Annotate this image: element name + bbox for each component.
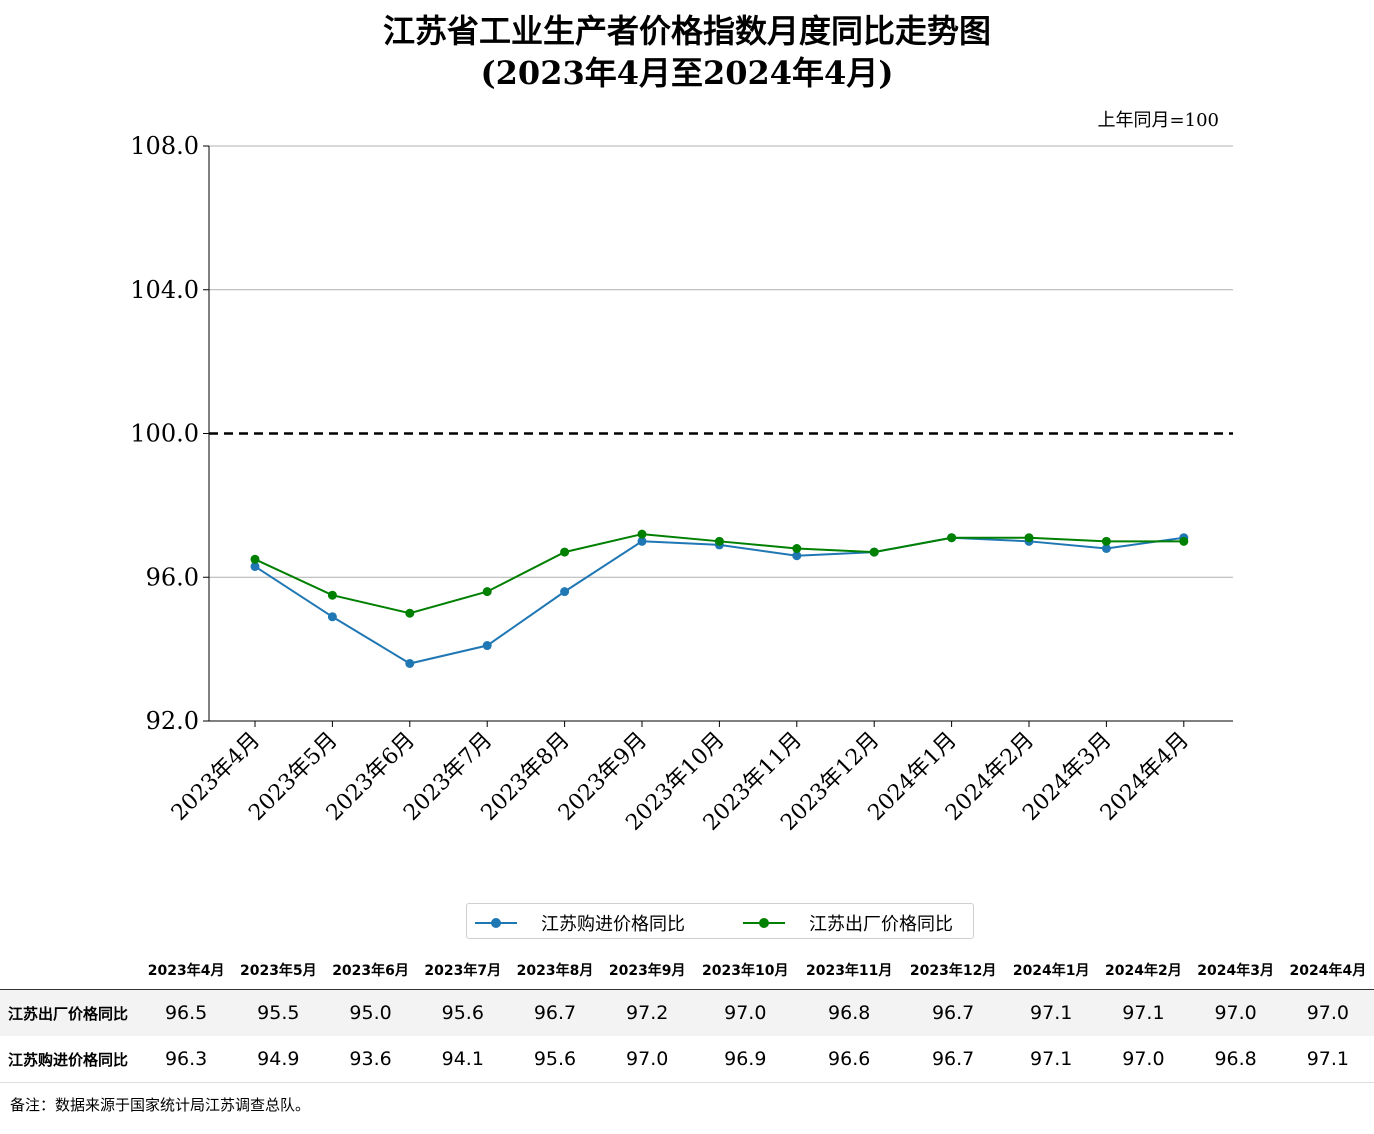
table-header: 2023年4月 <box>140 951 233 990</box>
table-header: 2024年2月 <box>1097 951 1190 990</box>
footnote: 备注：数据来源于国家统计局江苏调查总队。 <box>10 1096 311 1114</box>
data-point-factory <box>1024 533 1034 543</box>
table-row: 江苏购进价格同比 96.3 94.9 93.6 94.1 95.6 97.0 9… <box>0 1036 1374 1083</box>
table-header: 2023年12月 <box>901 951 1006 990</box>
data-table: 2023年4月 2023年5月 2023年6月 2023年7月 2023年8月 … <box>0 951 1374 1083</box>
table-cell: 97.2 <box>601 989 694 1036</box>
table-cell: 96.8 <box>1189 1036 1282 1083</box>
y-tick-label: 104.0 <box>130 276 199 304</box>
chart-subtitle: (2023年4月至2024年4月) <box>480 54 894 92</box>
y-tick-label: 100.0 <box>130 420 199 448</box>
table-cell: 96.8 <box>797 989 902 1036</box>
y-tick-label: 92.0 <box>146 707 199 735</box>
data-point-purchase <box>250 561 260 571</box>
legend-item-purchase: 江苏购进价格同比 <box>473 910 685 936</box>
table-cell: 97.1 <box>1281 1036 1374 1083</box>
table-cell: 93.6 <box>324 1036 417 1083</box>
data-point-purchase <box>1101 544 1111 553</box>
legend-label-factory: 江苏出厂价格同比 <box>809 914 953 935</box>
data-point-purchase <box>327 612 337 622</box>
table-cell: 97.0 <box>1281 989 1374 1036</box>
table-cell: 96.9 <box>693 1036 798 1083</box>
chart-title: 江苏省工业生产者价格指数月度同比走势图 <box>382 12 991 50</box>
table-cell: 97.0 <box>1189 989 1282 1036</box>
table-cell: 96.7 <box>901 1036 1006 1083</box>
table-cell: 96.5 <box>140 989 233 1036</box>
table-cell: 95.6 <box>508 1036 602 1083</box>
y-tick-label: 108.0 <box>130 132 199 160</box>
legend-item-factory: 江苏出厂价格同比 <box>741 910 953 936</box>
table-header: 2023年7月 <box>416 951 509 990</box>
legend-swatch-factory <box>741 915 787 931</box>
series-line-purchase <box>254 536 1184 665</box>
table-header: 2023年10月 <box>693 951 798 990</box>
data-point-factory <box>714 536 724 546</box>
table-cell: 94.1 <box>416 1036 509 1083</box>
table-cell: 95.5 <box>232 989 325 1036</box>
data-point-factory <box>405 608 415 618</box>
table-cell: 95.6 <box>416 989 509 1036</box>
data-point-purchase <box>482 641 492 651</box>
data-point-factory <box>1101 536 1111 546</box>
table-header-row: 2023年4月 2023年5月 2023年6月 2023年7月 2023年8月 … <box>0 951 1374 990</box>
table-header: 2023年9月 <box>601 951 694 990</box>
y-tick-label: 96.0 <box>146 563 199 591</box>
chart-legend: 江苏购进价格同比 江苏出厂价格同比 <box>466 903 974 939</box>
data-point-purchase <box>560 587 570 597</box>
table-row-label: 江苏出厂价格同比 <box>0 989 140 1036</box>
table-row-label: 江苏购进价格同比 <box>0 1036 140 1083</box>
table-header: 2023年5月 <box>232 951 325 990</box>
table-cell: 97.0 <box>1097 1036 1190 1083</box>
data-point-factory <box>869 547 879 557</box>
table-row: 江苏出厂价格同比 96.5 95.5 95.0 95.6 96.7 97.2 9… <box>0 989 1374 1036</box>
data-point-factory <box>560 547 570 557</box>
table-cell: 97.1 <box>1005 1036 1098 1083</box>
table-cell: 97.1 <box>1005 989 1098 1036</box>
table-cell: 96.3 <box>140 1036 233 1083</box>
data-point-purchase <box>405 659 415 668</box>
data-point-factory <box>1179 536 1189 546</box>
table-corner <box>0 951 140 990</box>
table-header: 2023年6月 <box>324 951 417 990</box>
table-header: 2023年8月 <box>508 951 602 990</box>
legend-swatch-purchase <box>473 915 519 931</box>
table-cell: 97.0 <box>693 989 798 1036</box>
table-cell: 96.7 <box>508 989 602 1036</box>
data-point-factory <box>947 533 957 543</box>
data-point-purchase <box>792 551 802 561</box>
data-point-factory <box>482 587 492 597</box>
table-header: 2024年4月 <box>1281 951 1374 990</box>
data-point-factory <box>792 544 802 553</box>
table-header: 2024年3月 <box>1189 951 1282 990</box>
unit-note: 上年同月=100 <box>1097 110 1219 131</box>
table-cell: 94.9 <box>232 1036 325 1083</box>
table-cell: 97.1 <box>1097 989 1190 1036</box>
table-header: 2024年1月 <box>1005 951 1098 990</box>
table-cell: 95.0 <box>324 989 417 1036</box>
table-cell: 97.0 <box>601 1036 694 1083</box>
table-cell: 96.7 <box>901 989 1006 1036</box>
table-cell: 96.6 <box>797 1036 902 1083</box>
legend-label-purchase: 江苏购进价格同比 <box>541 914 685 935</box>
table-header: 2023年11月 <box>797 951 902 990</box>
data-point-factory <box>637 529 647 539</box>
data-point-purchase <box>637 536 647 546</box>
data-point-factory <box>250 554 260 564</box>
data-point-factory <box>327 590 337 600</box>
line-chart: 92.096.0100.0104.0108.02023年4月2023年5月202… <box>130 132 1233 836</box>
